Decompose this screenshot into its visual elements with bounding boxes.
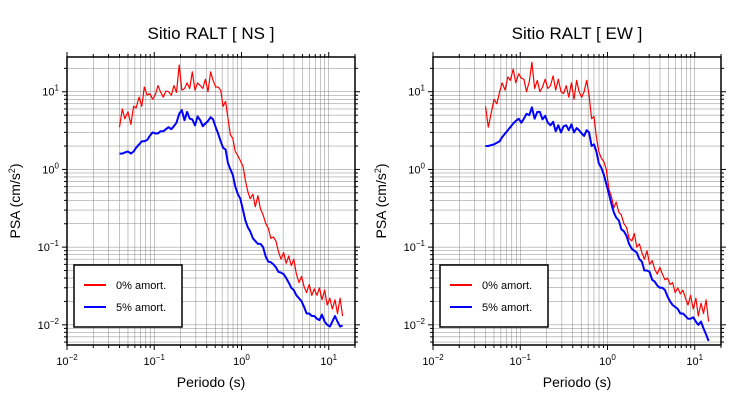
y-tick-label: 10−2 bbox=[38, 317, 60, 332]
y-tick-label: 101 bbox=[408, 84, 425, 99]
x-tick-label: 10−1 bbox=[144, 353, 166, 368]
legend: 0% amort. 5% amort. bbox=[73, 264, 183, 328]
x-tick-label: 101 bbox=[320, 353, 337, 368]
series-line-5pct bbox=[119, 109, 344, 328]
x-axis-label: Periodo (s) bbox=[543, 374, 611, 390]
x-tick-label: 101 bbox=[686, 353, 703, 368]
x-tick-label: 100 bbox=[233, 353, 250, 368]
y-tick-label: 10−2 bbox=[404, 317, 426, 332]
plot-frame bbox=[66, 56, 356, 346]
legend-label-0pct: 0% amort. bbox=[482, 280, 532, 292]
x-tick-label: 10−1 bbox=[510, 353, 532, 368]
legend-label-5pct: 5% amort. bbox=[116, 302, 166, 314]
y-tick-label: 10−1 bbox=[38, 239, 60, 254]
x-tick-label: 100 bbox=[599, 353, 616, 368]
x-tick-label: 10−2 bbox=[56, 353, 78, 368]
chart-title: Sitio RALT [ NS ] bbox=[148, 24, 275, 43]
chart-title: Sitio RALT [ EW ] bbox=[512, 24, 643, 43]
series-line-5pct bbox=[485, 106, 710, 342]
plot-frame bbox=[432, 56, 722, 346]
tick-marks bbox=[428, 52, 726, 350]
y-tick-label: 10−1 bbox=[404, 239, 426, 254]
chart-panel-ew: 10−2 10−1 100 101 10−2 10−1 100 101 Sitio RALT [… bbox=[373, 24, 726, 390]
series-line-0pct bbox=[118, 64, 344, 317]
tick-marks bbox=[62, 52, 360, 350]
chart-panel-ns: 10−2 10−1 100 101 10−2 10−1 100 101 Sitio RALT [… bbox=[7, 24, 360, 390]
y-tick-label: 100 bbox=[42, 161, 59, 176]
y-tick-label: 101 bbox=[42, 84, 59, 99]
x-axis-label: Periodo (s) bbox=[177, 374, 245, 390]
legend-label-0pct: 0% amort. bbox=[116, 280, 166, 292]
legend-box bbox=[73, 264, 183, 328]
x-tick-label: 10−2 bbox=[422, 353, 444, 368]
series-line-0pct bbox=[484, 61, 710, 322]
legend-label-5pct: 5% amort. bbox=[482, 302, 532, 314]
y-axis-label: PSA (cm/s2) bbox=[373, 163, 389, 238]
legend-box bbox=[439, 264, 549, 328]
y-tick-label: 100 bbox=[408, 161, 425, 176]
y-axis-label: PSA (cm/s2) bbox=[7, 163, 23, 238]
legend: 0% amort. 5% amort. bbox=[439, 264, 549, 328]
